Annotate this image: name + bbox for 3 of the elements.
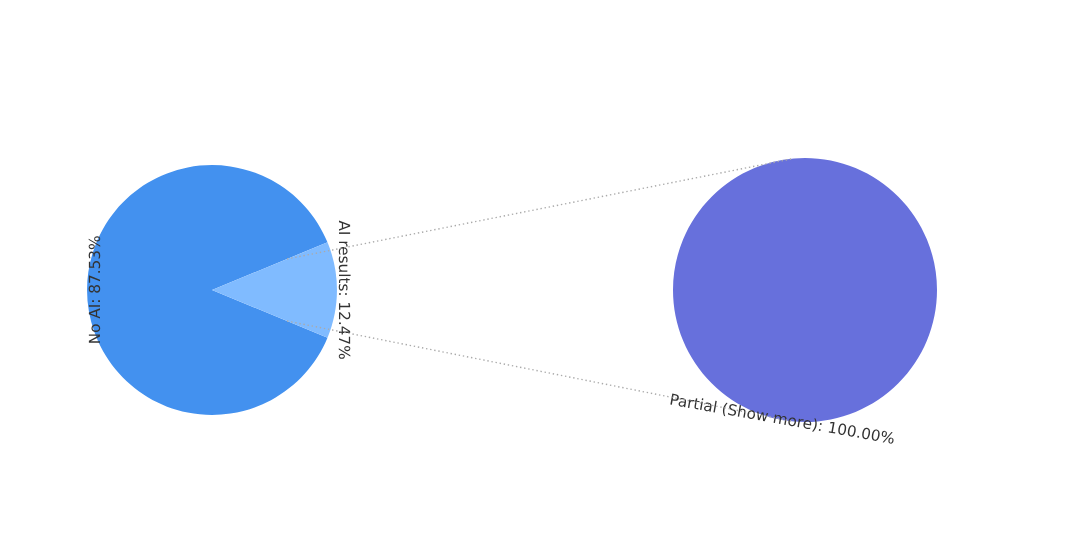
slice-label: AI results: 12.47%: [338, 220, 351, 359]
slice-label: Partial (Show more): 100.00%: [670, 393, 896, 446]
slice-label: No AI: 87.53%: [88, 236, 101, 343]
